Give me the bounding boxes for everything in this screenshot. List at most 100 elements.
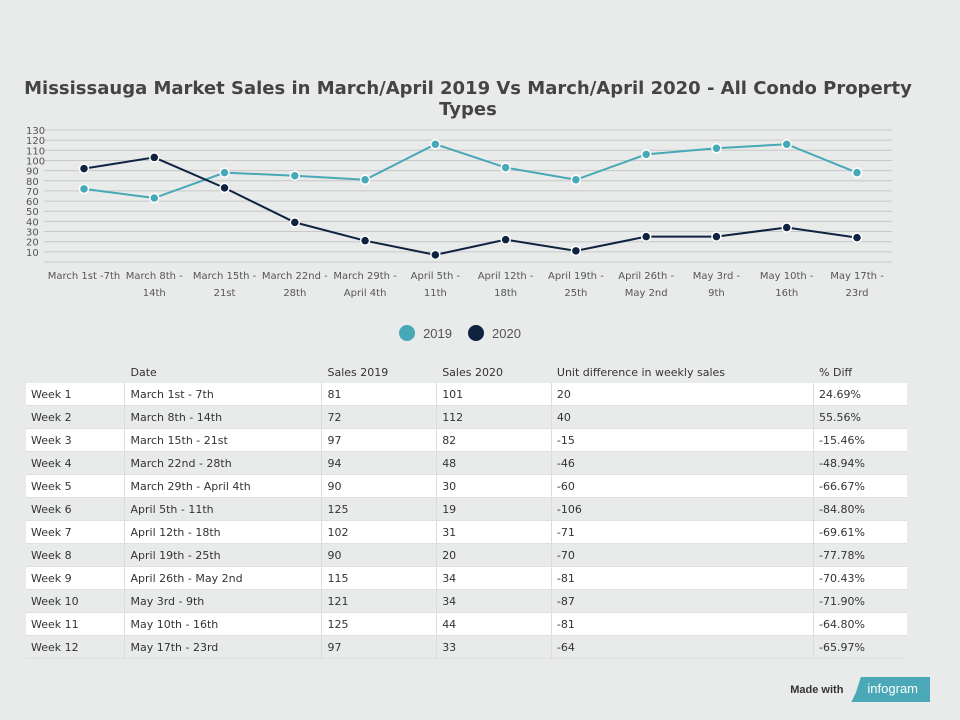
x-tick-label: March 8th -14th bbox=[126, 271, 183, 299]
table-cell: 30 bbox=[436, 474, 552, 498]
data-point-2020 bbox=[851, 232, 863, 243]
legend-item-2020[interactable]: 2020 bbox=[468, 325, 521, 341]
table-row: Week 2 March 8th - 14th 72 112 40 55.56% bbox=[26, 405, 907, 429]
table-cell: Week 5 bbox=[26, 474, 126, 498]
column-header bbox=[26, 361, 125, 383]
table-cell: -64 bbox=[551, 635, 815, 659]
table-cell: 33 bbox=[436, 635, 552, 659]
table-cell: -65.97% bbox=[813, 635, 907, 659]
table-cell: March 29th - April 4th bbox=[124, 474, 323, 498]
table-cell: -46 bbox=[551, 451, 815, 475]
data-point-2020 bbox=[430, 249, 441, 261]
table-cell: March 15th - 21st bbox=[124, 428, 323, 452]
data-point-2020 bbox=[781, 222, 792, 233]
x-tick-label: May 17th -23rd bbox=[830, 271, 884, 299]
x-tick-label: March 15th -21st bbox=[193, 271, 257, 299]
table-cell: Week 8 bbox=[26, 543, 126, 567]
y-tick-label: 40 bbox=[26, 217, 39, 228]
x-tick-label: April 26th -May 2nd bbox=[618, 271, 674, 299]
table-cell: 90 bbox=[321, 474, 438, 498]
data-point-2019 bbox=[500, 162, 511, 173]
table-cell: Week 9 bbox=[26, 566, 126, 590]
table-cell: May 10th - 16th bbox=[124, 612, 323, 636]
table-cell: -84.80% bbox=[813, 497, 907, 521]
y-tick-label: 130 bbox=[26, 126, 45, 137]
infogram-badge[interactable]: Made with infogram bbox=[790, 677, 930, 702]
table-cell: March 22nd - 28th bbox=[124, 451, 323, 475]
table-cell: -77.78% bbox=[813, 543, 907, 567]
data-point-2019 bbox=[781, 138, 792, 150]
table-cell: -81 bbox=[551, 566, 815, 590]
table-row: Week 4 March 22nd - 28th 94 48 -46 -48.94% bbox=[26, 451, 907, 475]
table-row: Week 11 May 10th - 16th 125 44 -81 -64.80% bbox=[26, 612, 907, 636]
sales-table: Date Sales 2019 Sales 2020 Unit difference … bbox=[26, 361, 907, 659]
data-point-2020 bbox=[640, 231, 652, 242]
table-cell: April 19th - 25th bbox=[124, 543, 323, 567]
table-cell: Week 6 bbox=[26, 497, 126, 521]
table-row: Week 5 March 29th - April 4th 90 30 -60 -66.6… bbox=[26, 474, 907, 498]
y-tick-label: 50 bbox=[26, 207, 39, 218]
y-tick-label: 10 bbox=[26, 248, 39, 259]
table-cell: 48 bbox=[436, 451, 552, 475]
column-header: Sales 2020 bbox=[442, 365, 503, 379]
table-cell: 72 bbox=[321, 405, 438, 429]
legend: 2019 2020 bbox=[0, 325, 920, 341]
data-point-2020 bbox=[289, 217, 301, 228]
data-point-2020 bbox=[78, 163, 90, 174]
table-cell: -66.67% bbox=[813, 474, 907, 498]
table-row: Week 1 March 1st - 7th 81 101 20 24.69% bbox=[26, 383, 907, 406]
table-cell: 20 bbox=[436, 543, 552, 567]
table-row: Week 10 May 3rd - 9th 121 34 -87 -71.90% bbox=[26, 589, 907, 613]
data-point-2020 bbox=[500, 234, 511, 245]
column-header: Date bbox=[130, 365, 157, 379]
table-cell: May 17th - 23rd bbox=[124, 635, 323, 659]
legend-marker-icon bbox=[399, 325, 416, 341]
table-cell: -81 bbox=[551, 612, 815, 636]
legend-label: 2020 bbox=[492, 325, 521, 341]
data-point-2019 bbox=[640, 149, 652, 160]
table-cell: Week 4 bbox=[26, 451, 126, 475]
table-cell: Week 12 bbox=[26, 635, 126, 659]
table-row: Week 9 April 26th - May 2nd 115 34 -81 -70.43… bbox=[26, 566, 907, 590]
table-cell: April 5th - 11th bbox=[124, 497, 323, 521]
table-cell: 40 bbox=[551, 405, 815, 429]
table-row: Week 3 March 15th - 21st 97 82 -15 -15.46% bbox=[26, 428, 907, 452]
table-cell: 31 bbox=[436, 520, 552, 544]
table-cell: Week 3 bbox=[26, 428, 126, 452]
table-cell: 44 bbox=[436, 612, 552, 636]
legend-marker-icon bbox=[468, 325, 484, 341]
table-cell: Week 11 bbox=[26, 612, 126, 636]
data-point-2019 bbox=[711, 143, 722, 154]
table-cell: 82 bbox=[436, 428, 552, 452]
table-cell: March 8th - 14th bbox=[124, 405, 323, 429]
series-line-2020 bbox=[83, 156, 858, 256]
y-tick-label: 70 bbox=[26, 187, 39, 198]
table-cell: 20 bbox=[551, 383, 815, 406]
x-tick-label: May 3rd -9th bbox=[693, 271, 741, 299]
table-cell: 34 bbox=[436, 566, 552, 590]
x-tick-label: April 19th -25th bbox=[548, 271, 604, 299]
table-cell: 102 bbox=[321, 520, 438, 544]
table-cell: 90 bbox=[321, 543, 438, 567]
table-header-row: Date Sales 2019 Sales 2020 Unit difference … bbox=[26, 361, 907, 383]
column-header: Unit difference in weekly sales bbox=[556, 365, 726, 379]
legend-item-2019[interactable]: 2019 bbox=[399, 325, 452, 341]
y-tick-label: 110 bbox=[26, 146, 45, 157]
table-cell: 24.69% bbox=[813, 383, 907, 406]
data-point-2020 bbox=[359, 235, 371, 246]
table-row: Week 12 May 17th - 23rd 97 33 -64 -65.97% bbox=[26, 635, 907, 659]
y-tick-label: 20 bbox=[26, 238, 39, 249]
y-tick-label: 120 bbox=[26, 136, 45, 147]
data-point-2019 bbox=[149, 192, 160, 204]
table-cell: March 1st - 7th bbox=[124, 383, 323, 406]
y-tick-label: 90 bbox=[26, 167, 39, 178]
table-cell: -15 bbox=[551, 428, 815, 452]
table-cell: April 26th - May 2nd bbox=[124, 566, 323, 590]
table-row: Week 8 April 19th - 25th 90 20 -70 -77.78% bbox=[26, 543, 907, 567]
table-cell: 115 bbox=[321, 566, 438, 590]
table-cell: -71.90% bbox=[813, 589, 907, 613]
table-cell: 19 bbox=[436, 497, 552, 521]
table-cell: 81 bbox=[321, 383, 438, 406]
table-cell: -64.80% bbox=[813, 612, 907, 636]
